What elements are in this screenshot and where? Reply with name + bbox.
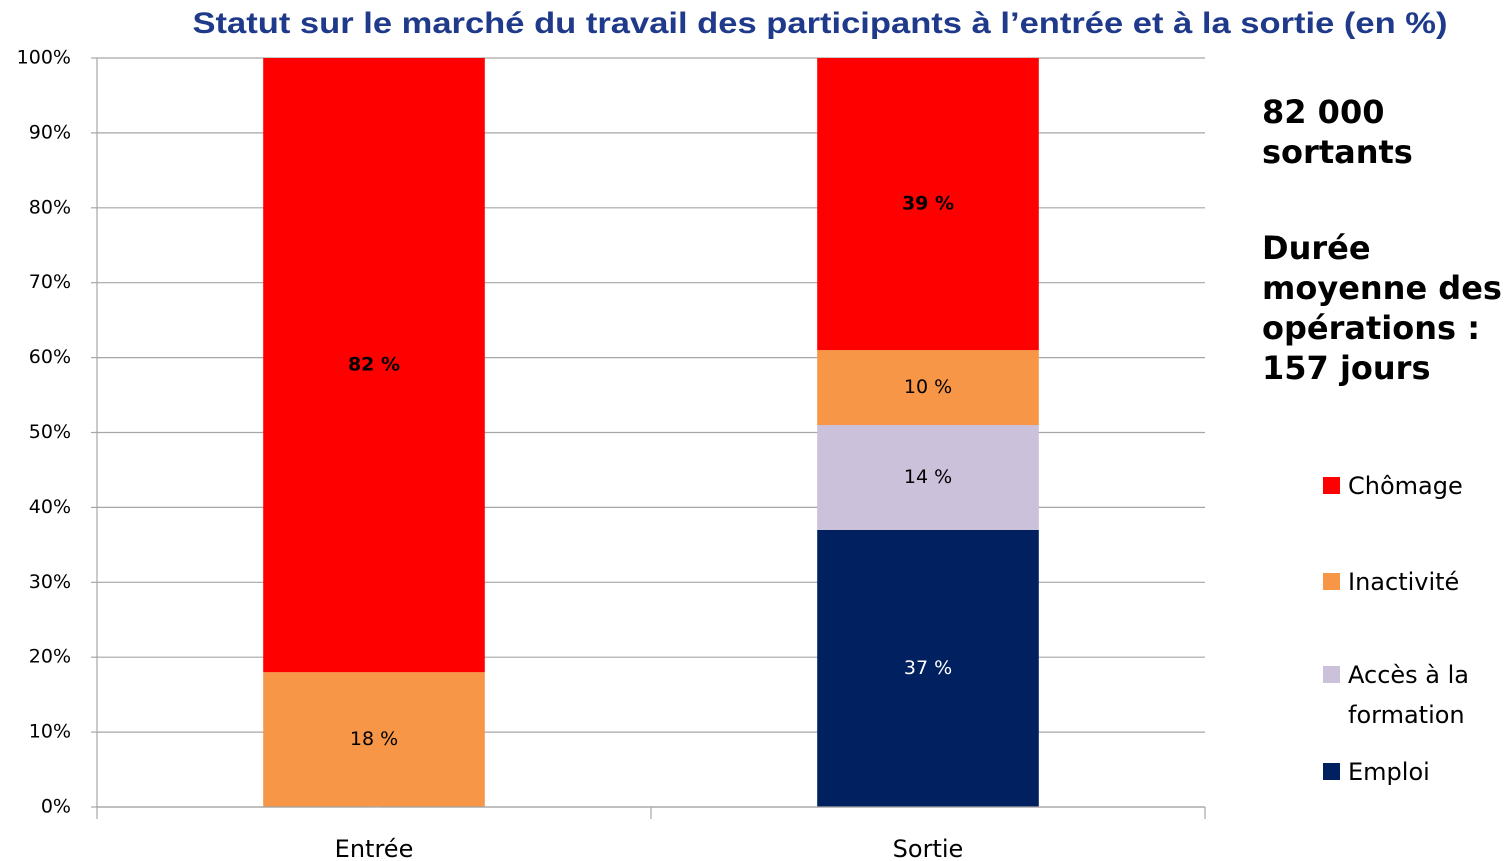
- legend-label: Accès à la formation: [1348, 661, 1469, 729]
- y-tick-label: 0%: [41, 796, 71, 818]
- y-tick-label: 90%: [29, 121, 71, 143]
- legend-swatch: [1323, 573, 1340, 590]
- chart-title: Statut sur le marché du travail des part…: [193, 7, 1448, 40]
- y-tick-label: 20%: [29, 646, 71, 668]
- y-tick-label: 70%: [29, 271, 71, 293]
- y-tick-label: 40%: [29, 496, 71, 518]
- legend-swatch: [1323, 477, 1340, 494]
- y-tick-label: 10%: [29, 721, 71, 743]
- annotation: 82 000 sortants: [1262, 93, 1413, 171]
- y-tick-label: 100%: [17, 47, 71, 69]
- x-tick-label: Entrée: [335, 835, 414, 861]
- data-label: 37 %: [904, 657, 952, 679]
- legend-label: Inactivité: [1348, 568, 1460, 596]
- legend-label: Emploi: [1348, 758, 1430, 786]
- data-label: 10 %: [904, 376, 952, 398]
- legend-entry: Inactivité: [1323, 562, 1508, 602]
- data-label: 18 %: [350, 728, 398, 750]
- bar-segment: [263, 672, 485, 807]
- legend-entry: Emploi: [1323, 752, 1508, 792]
- legend-entry: Accès à la formation: [1323, 655, 1508, 735]
- bar-segment: [263, 58, 485, 673]
- bar-segment: [817, 529, 1039, 807]
- legend-entry: Chômage: [1323, 466, 1508, 506]
- data-label: 14 %: [904, 466, 952, 488]
- y-tick-label: 80%: [29, 196, 71, 218]
- legend-label: Chômage: [1348, 472, 1463, 500]
- bar-segment: [817, 58, 1039, 351]
- y-tick-label: 50%: [29, 421, 71, 443]
- data-label: 39 %: [902, 193, 954, 215]
- legend-swatch: [1323, 666, 1340, 683]
- x-tick-label: Sortie: [893, 835, 964, 861]
- annotation: Durée moyenne des opérations : 157 jours: [1262, 229, 1502, 387]
- bar-segment: [817, 425, 1039, 530]
- data-label: 82 %: [348, 354, 400, 376]
- bar-segment: [817, 350, 1039, 426]
- y-tick-label: 60%: [29, 346, 71, 368]
- legend-swatch: [1323, 763, 1340, 780]
- y-tick-label: 30%: [29, 571, 71, 593]
